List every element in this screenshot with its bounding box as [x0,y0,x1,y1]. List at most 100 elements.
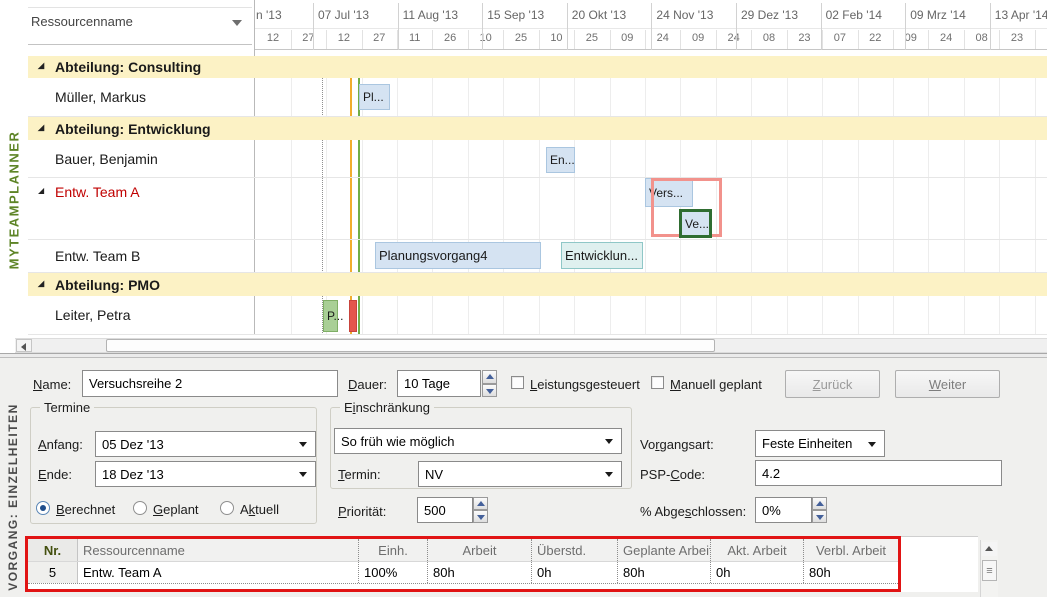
expand-triangle-icon[interactable]: ◢ [38,186,45,195]
timeline-date-separator [905,3,907,50]
department-row[interactable]: ◢ Abteilung: PMO [28,273,255,296]
pane-label-vorgang-einzelheiten[interactable]: VORGANG: EINZELHEITEN [6,403,20,591]
horizontal-scrollbar-thumb[interactable] [106,339,715,352]
wbs-code-input[interactable]: 4.2 [755,460,1002,486]
constraint-type-dropdown[interactable]: So früh wie möglich [334,428,622,454]
resource-row-band[interactable] [255,296,1047,335]
row-label: Leiter, Petra [55,307,131,323]
radio-aktuell[interactable] [220,501,234,515]
timeline-tick-separator [645,30,646,49]
cell-8[interactable]: 80h [803,562,898,583]
timeline-tick-label: 11 [409,32,421,44]
grid-column-line [503,56,505,335]
back-button[interactable]: Zurück [785,370,880,398]
priority-input[interactable]: 500 [417,497,473,523]
timeline-date-label: 02 Feb '14 [825,8,882,22]
task-bar[interactable]: En... [546,147,575,173]
name-input[interactable]: Versuchsreihe 2 [82,370,338,397]
selected-task-bar[interactable]: Ve... [679,209,712,238]
overallocation-bar[interactable] [349,300,357,332]
grid-column-line [1034,56,1036,335]
effort-driven-checkbox[interactable] [511,376,524,389]
stepper-down-icon[interactable] [473,510,488,523]
department-row[interactable]: ◢ Abteilung: Entwicklung [28,117,255,140]
department-row-band[interactable] [255,56,1047,78]
task-bar[interactable]: Pl... [359,84,390,110]
filter-dropdown-icon[interactable] [232,20,242,26]
row-label: Bauer, Benjamin [55,150,158,167]
duration-stepper[interactable] [482,370,497,397]
task-bar[interactable]: P... [323,300,343,332]
resource-row-band[interactable] [255,240,1047,273]
percent-complete-stepper[interactable] [812,497,827,523]
priority-stepper[interactable] [473,497,488,523]
stepper-up-icon[interactable] [812,497,827,510]
resource-row[interactable]: ◢ Entw. Team A [28,178,255,240]
manually-scheduled-checkbox[interactable] [651,376,664,389]
resource-row[interactable]: Müller, Markus [28,78,255,117]
timeline-tick-separator [822,30,824,49]
radio-berechnet[interactable] [36,501,50,515]
stepper-down-icon[interactable] [482,383,497,397]
stepper-up-icon[interactable] [473,497,488,510]
resource-column-header[interactable]: Ressourcenname [28,7,252,45]
department-row-band[interactable] [255,273,1047,296]
vertical-scrollbar-thumb[interactable]: ≡ [982,560,997,581]
radio-geplant[interactable] [133,501,147,515]
resource-row[interactable]: Leiter, Petra [28,296,255,335]
stepper-down-icon[interactable] [812,510,827,523]
timeline-tick-separator [609,30,611,49]
cell-6[interactable]: 80h [617,562,710,583]
resource-row-band[interactable] [255,78,1047,117]
vertical-scrollbar[interactable]: ≡ [980,540,998,597]
timeline-tick-label: 27 [373,32,386,44]
horizontal-scrollbar[interactable] [15,338,1047,353]
timeline-tick-separator [715,30,717,49]
timeline-date-separator [397,3,399,50]
resource-row[interactable]: Entw. Team B [28,240,255,273]
assignment-table-empty-area [901,536,978,592]
task-bar[interactable]: Planungsvorgang4 [375,242,541,269]
task-type-dropdown[interactable]: Feste Einheiten [755,430,885,457]
expand-triangle-icon[interactable]: ◢ [38,122,45,132]
timeline-tick-separator [963,30,965,49]
cell-5[interactable]: 0h [531,562,617,583]
expand-triangle-icon[interactable]: ◢ [38,61,45,70]
constraint-groupbox-legend: Einschränkung [340,400,435,415]
priority-label: Priorität: [338,504,387,519]
task-bar[interactable]: Entwicklun... [561,242,643,269]
grid-column-line [361,56,363,335]
timeline-tick-separator [857,30,859,49]
cell-7[interactable]: 0h [710,562,803,583]
department-row-band[interactable] [255,117,1047,140]
end-date-dropdown[interactable]: 18 Dez '13 [95,461,316,487]
assignment-table-row[interactable]: 5 Entw. Team A 100% 80h 0h 80h 0h 80h [28,562,898,584]
timeline-tick-label: 09 [621,32,634,44]
resource-row-band[interactable] [255,178,1047,240]
cell-1[interactable]: 5 [28,562,78,583]
column-header-2: Ressourcenname [83,542,185,558]
manually-scheduled-label: Manuell geplant [670,377,762,392]
resource-row-band[interactable] [255,140,1047,178]
timeline-date-label: 29 Dez '13 [741,8,798,22]
pane-label-myteamplanner[interactable]: MYTEAMPLANNER [6,130,22,270]
cell-4[interactable]: 80h [427,562,531,583]
timeline-tick-separator [326,30,328,49]
percent-complete-input[interactable]: 0% [755,497,812,523]
dropdown-arrow-icon [605,472,613,477]
expand-triangle-icon[interactable]: ◢ [38,278,45,288]
next-button[interactable]: Weiter [895,370,1000,398]
department-row[interactable]: ◢ Abteilung: Consulting [28,56,255,78]
duration-input[interactable]: 10 Tage [397,370,481,397]
scroll-up-button[interactable] [982,542,997,556]
stepper-up-icon[interactable] [482,370,497,384]
scroll-left-button[interactable] [16,339,32,352]
resource-row[interactable]: Bauer, Benjamin [28,140,255,178]
cell-2[interactable]: Entw. Team A [83,565,162,580]
start-date-dropdown[interactable]: 05 Dez '13 [95,431,316,457]
pane-splitter[interactable] [0,353,1047,358]
cell-3[interactable]: 100% [358,562,427,583]
timeline-date-separator [736,3,737,50]
constraint-date-dropdown[interactable]: NV [418,461,622,487]
